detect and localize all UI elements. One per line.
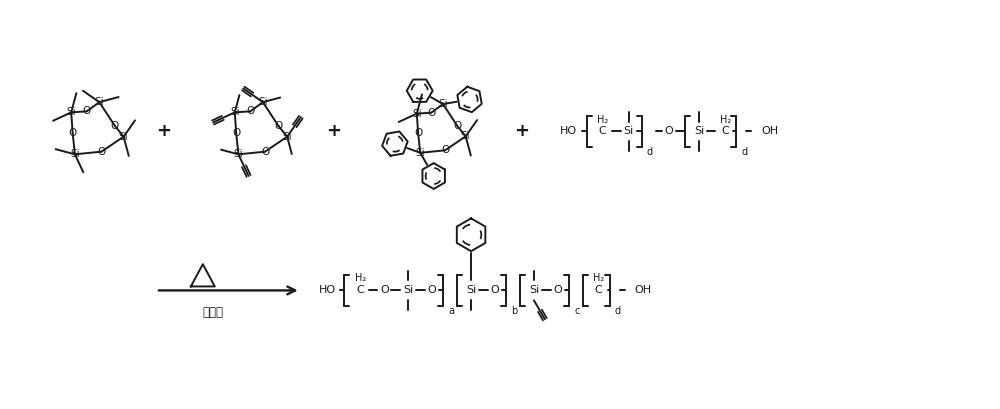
Text: +: + xyxy=(514,123,529,141)
Text: Si: Si xyxy=(95,97,104,107)
Text: Si: Si xyxy=(438,99,448,109)
Text: O: O xyxy=(274,121,283,131)
Text: Si: Si xyxy=(403,285,413,295)
Text: HO: HO xyxy=(560,126,577,137)
Text: d: d xyxy=(647,147,653,157)
Text: O: O xyxy=(427,108,435,118)
Text: d: d xyxy=(741,147,747,157)
Text: O: O xyxy=(232,128,240,138)
Text: Si: Si xyxy=(461,131,470,142)
Text: Si: Si xyxy=(412,109,422,119)
Text: O: O xyxy=(261,147,269,157)
Text: OH: OH xyxy=(635,285,652,295)
Text: C: C xyxy=(599,126,607,137)
Text: O: O xyxy=(553,285,562,295)
Text: O: O xyxy=(97,147,106,157)
Text: Si: Si xyxy=(234,149,243,160)
Text: O: O xyxy=(453,121,462,131)
Text: 催化剂: 催化剂 xyxy=(202,306,223,319)
Text: H₂: H₂ xyxy=(720,115,731,125)
Text: C: C xyxy=(595,285,603,295)
Text: H₂: H₂ xyxy=(593,274,604,283)
Text: Si: Si xyxy=(282,132,292,142)
Text: HO: HO xyxy=(319,285,336,295)
Text: Si: Si xyxy=(258,97,268,107)
Text: +: + xyxy=(326,123,341,141)
Text: O: O xyxy=(664,126,673,137)
Text: d: d xyxy=(615,306,621,316)
Text: Si: Si xyxy=(624,126,634,137)
Text: Si: Si xyxy=(694,126,705,137)
Text: Si: Si xyxy=(230,107,240,117)
Text: C: C xyxy=(357,285,364,295)
Text: O: O xyxy=(246,106,254,116)
Text: Si: Si xyxy=(415,148,425,158)
Text: Si: Si xyxy=(466,285,476,295)
Text: H₂: H₂ xyxy=(355,274,366,283)
Text: Si: Si xyxy=(66,107,76,117)
Text: O: O xyxy=(441,145,449,155)
Text: C: C xyxy=(721,126,729,137)
Text: Si: Si xyxy=(70,149,80,160)
Text: +: + xyxy=(156,123,171,141)
Text: O: O xyxy=(414,128,422,138)
Text: O: O xyxy=(69,128,77,138)
Text: O: O xyxy=(111,121,119,131)
Text: O: O xyxy=(380,285,389,295)
Text: O: O xyxy=(428,285,437,295)
Text: H₂: H₂ xyxy=(597,115,608,125)
Text: OH: OH xyxy=(761,126,778,137)
Text: c: c xyxy=(574,306,579,316)
Text: a: a xyxy=(448,306,454,316)
Text: b: b xyxy=(511,306,517,316)
Text: O: O xyxy=(83,106,91,116)
Text: Si: Si xyxy=(529,285,539,295)
Text: Si: Si xyxy=(119,132,128,142)
Text: O: O xyxy=(491,285,499,295)
